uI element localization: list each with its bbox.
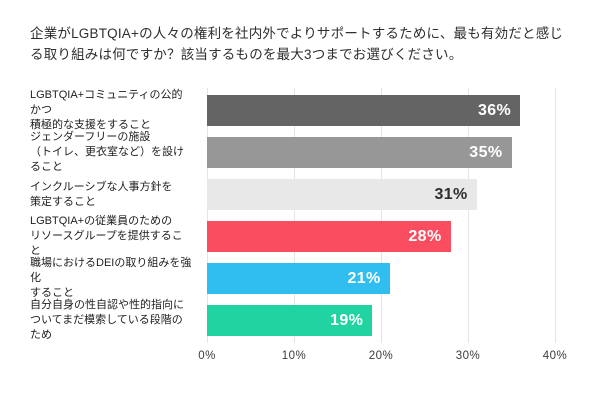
category-label: ジェンダーフリーの施設 （トイレ、更衣室など）を設けること xyxy=(30,130,207,175)
bar: 28% xyxy=(207,221,451,252)
bar-track: 28% xyxy=(207,221,555,252)
bar-row: インクルーシブな人事方針を 策定すること 31% xyxy=(30,179,556,210)
category-label-line: 策定すること xyxy=(30,195,96,208)
bar-track: 21% xyxy=(207,263,555,294)
category-label-line: 職場におけるDEIの取り組みを強化 xyxy=(30,257,192,285)
bar-rows: LGBTQIA+コミュニティの公的かつ 積極的な支援をすること 36% ジェンダーフリ… xyxy=(30,89,556,341)
bar-row: 自分自身の性自認や性的指向についてまだ模索している段階のため 19% xyxy=(30,299,556,341)
bar-row: LGBTQIA+の従業員のためのリソースグループを提供すること 28% xyxy=(30,215,556,257)
category-label-line: LGBTQIA+の従業員のための xyxy=(30,215,173,228)
value-label: 21% xyxy=(347,269,381,287)
category-label: インクルーシブな人事方針を 策定すること xyxy=(30,180,207,210)
category-label: LGBTQIA+コミュニティの公的かつ 積極的な支援をすること xyxy=(30,88,207,133)
value-label: 19% xyxy=(330,311,364,329)
category-label-line: 自分自身の性自認や性的指向に xyxy=(30,299,184,312)
x-axis: 0% 10% 20% 30% 40% xyxy=(30,350,567,370)
category-label-line: ついてまだ模索している段階のため xyxy=(30,314,183,341)
bar: 21% xyxy=(207,263,390,294)
x-tick-label: 30% xyxy=(455,350,481,362)
value-label: 35% xyxy=(469,143,503,161)
bar: 31% xyxy=(207,179,477,210)
bar-track: 31% xyxy=(207,179,555,210)
category-label-line: 積極的な支援をすること xyxy=(30,118,151,131)
category-label: 職場におけるDEIの取り組みを強化 すること xyxy=(30,256,207,301)
bar: 19% xyxy=(207,305,373,336)
x-tick-label: 40% xyxy=(542,350,568,362)
category-label-line: リソースグループを提供すること xyxy=(30,230,183,257)
category-label: LGBTQIA+の従業員のためのリソースグループを提供すること xyxy=(30,214,207,259)
category-label-line: すること xyxy=(30,286,74,299)
bar-row: 職場におけるDEIの取り組みを強化 すること 21% xyxy=(30,257,556,299)
bar: 36% xyxy=(207,95,521,126)
bar-row: ジェンダーフリーの施設 （トイレ、更衣室など）を設けること 35% xyxy=(30,131,556,173)
category-label-line: インクルーシブな人事方針を xyxy=(30,180,173,193)
bar-track: 35% xyxy=(207,137,555,168)
bar-row: LGBTQIA+コミュニティの公的かつ 積極的な支援をすること 36% xyxy=(30,89,556,131)
category-label-line: （トイレ、更衣室など）を設けること xyxy=(30,146,184,173)
category-label: 自分自身の性自認や性的指向についてまだ模索している段階のため xyxy=(30,298,207,343)
category-label-line: LGBTQIA+コミュニティの公的かつ xyxy=(30,89,183,117)
bar: 35% xyxy=(207,137,512,168)
bar-track: 19% xyxy=(207,305,555,336)
gridline xyxy=(381,88,382,343)
gridline xyxy=(207,88,208,343)
value-label: 36% xyxy=(477,101,512,119)
gridline xyxy=(294,88,295,343)
x-tick-label: 10% xyxy=(281,350,307,362)
gridline xyxy=(555,88,556,343)
gridline xyxy=(468,88,469,343)
value-label: 31% xyxy=(434,185,468,203)
x-tick-label: 0% xyxy=(198,350,216,362)
chart-title: 企業がLGBTQIA+の人々の権利を社内外でよりサポートするために、最も有効だと… xyxy=(30,26,564,62)
category-label-line: ジェンダーフリーの施設 xyxy=(30,131,151,144)
bar-track: 36% xyxy=(207,95,555,126)
x-tick-label: 20% xyxy=(368,350,394,362)
value-label: 28% xyxy=(408,227,442,245)
plot-area: LGBTQIA+コミュニティの公的かつ 積極的な支援をすること 36% ジェンダーフリ… xyxy=(30,88,567,362)
